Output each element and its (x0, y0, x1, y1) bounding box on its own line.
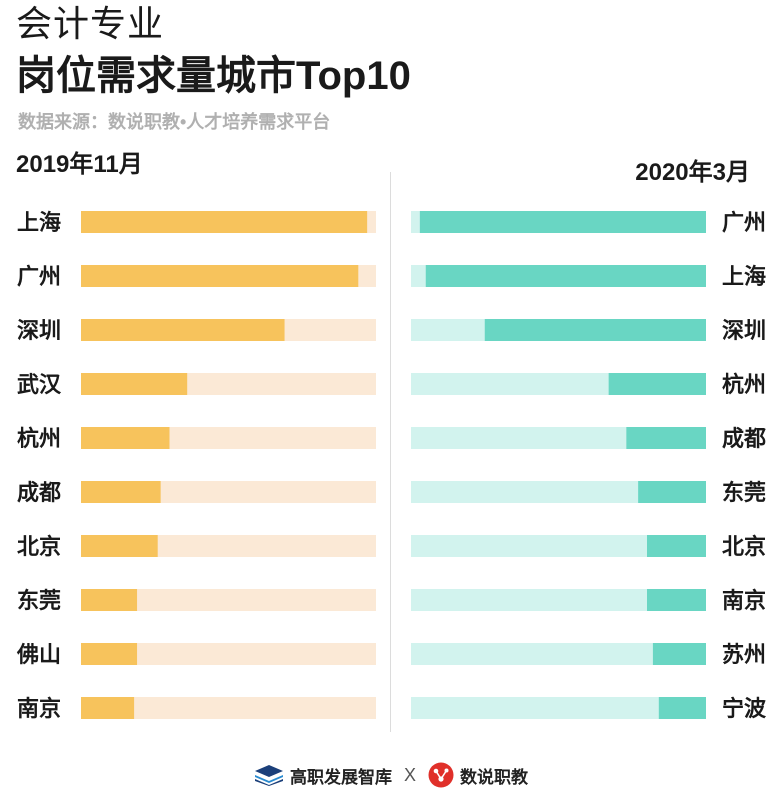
right-category-label-7: 北京 (722, 534, 766, 559)
center-divider (390, 172, 391, 732)
right-bar-3 (484, 319, 706, 341)
chart-title-line1: 会计专业 (16, 3, 165, 44)
left-bar-3 (81, 319, 285, 341)
right-category-label-8: 南京 (722, 588, 766, 613)
left-category-label-1: 上海 (17, 210, 61, 235)
right-bar-10 (658, 697, 706, 719)
brand-separator: X (403, 764, 416, 785)
left-category-label-3: 深圳 (17, 318, 61, 343)
left-bar-1 (81, 211, 368, 233)
footer: 高职发展智库 X 数说职教 (0, 760, 782, 790)
data-source-note: 数据来源：数说职教•人才培养需求平台 (18, 112, 331, 132)
share-node-icon (428, 762, 454, 788)
left-category-label-2: 广州 (17, 264, 61, 289)
right-category-label-9: 苏州 (722, 642, 766, 667)
left-bar-4 (81, 373, 188, 395)
chart-title-line2: 岗位需求量城市Top10 (16, 54, 411, 98)
left-category-label-9: 佛山 (16, 642, 61, 667)
left-bar-track-10 (81, 697, 376, 719)
right-category-label-1: 广州 (722, 210, 766, 235)
right-category-label-5: 成都 (722, 426, 766, 451)
left-category-label-8: 东莞 (17, 588, 61, 613)
left-bar-10 (81, 697, 135, 719)
right-bar-7 (647, 535, 706, 557)
right-category-label-2: 上海 (722, 264, 766, 289)
brand2-name: 数说职教 (460, 767, 528, 787)
left-bar-track-9 (81, 643, 376, 665)
left-category-label-7: 北京 (17, 534, 61, 559)
right-bar-track-10 (411, 697, 706, 719)
left-category-label-4: 武汉 (17, 372, 62, 397)
right-bar-5 (626, 427, 706, 449)
right-bar-track-6 (411, 481, 706, 503)
left-category-label-10: 南京 (17, 696, 61, 721)
left-bar-9 (81, 643, 138, 665)
left-bar-2 (81, 265, 359, 287)
right-bar-track-7 (411, 535, 706, 557)
stack-icon (254, 765, 283, 786)
left-period-label: 2019年11月 (16, 151, 143, 178)
right-bar-2 (425, 265, 706, 287)
brand1-logo: 高职发展智库 (254, 763, 392, 788)
left-bar-8 (81, 589, 138, 611)
right-bar-6 (638, 481, 706, 503)
left-category-label-6: 成都 (17, 480, 61, 505)
right-category-label-6: 东莞 (722, 480, 766, 505)
right-category-label-4: 杭州 (722, 372, 766, 397)
brand1-name: 高职发展智库 (289, 767, 392, 787)
right-category-label-10: 宁波 (722, 696, 767, 721)
right-bar-track-8 (411, 589, 706, 611)
left-bar-6 (81, 481, 161, 503)
right-period-label: 2020年3月 (635, 159, 750, 186)
right-bar-track-9 (411, 643, 706, 665)
left-category-label-5: 杭州 (17, 426, 61, 451)
left-bar-7 (81, 535, 158, 557)
right-bar-4 (608, 373, 706, 395)
left-bar-track-8 (81, 589, 376, 611)
right-bar-8 (647, 589, 706, 611)
right-bar-1 (419, 211, 706, 233)
right-category-label-3: 深圳 (722, 318, 766, 343)
brand2-logo: 数说职教 (428, 762, 528, 788)
right-bar-9 (652, 643, 706, 665)
left-bar-5 (81, 427, 170, 449)
